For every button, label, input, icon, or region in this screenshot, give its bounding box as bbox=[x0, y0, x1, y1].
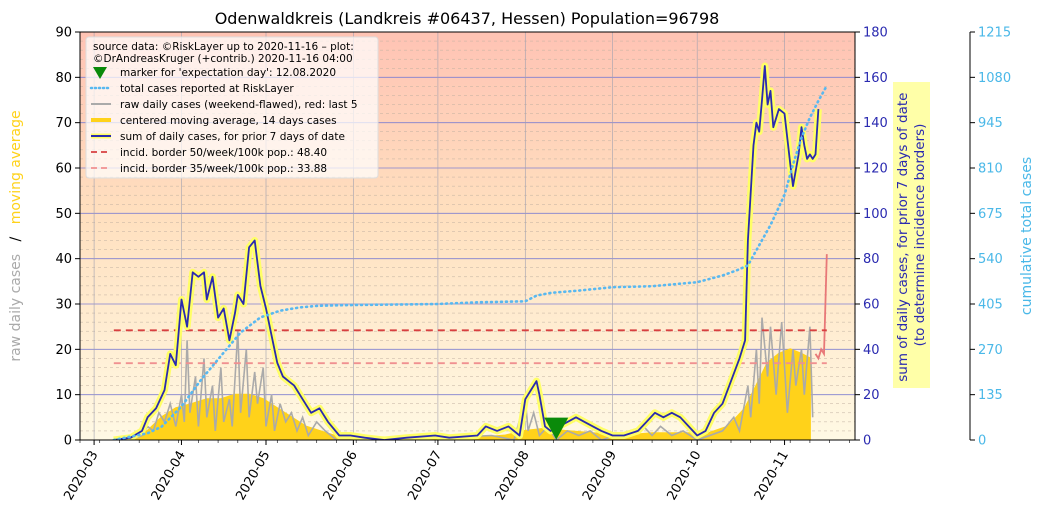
legend-source-line1: source data: ©RiskLayer up to 2020-11-16… bbox=[93, 41, 354, 53]
y-left-tick-label: 30 bbox=[55, 298, 72, 313]
y-right2-tick-label: 0 bbox=[978, 434, 986, 449]
legend-source-line2: ©DrAndreasKruger (+contrib.) 2020-11-16 … bbox=[93, 53, 353, 65]
y-left-tick-label: 20 bbox=[55, 343, 72, 358]
plot-frame bbox=[79, 31, 856, 441]
y-right1-axis: 0 20 40 60 80 100 120 140 160 180 bbox=[855, 26, 888, 449]
x-tick-label: 2020-06 bbox=[321, 449, 361, 504]
y-left-tick-label: 0 bbox=[64, 434, 72, 449]
y-right1-label: sum of daily cases, for prior 7 days of … bbox=[895, 88, 928, 382]
x-tick-label: 2020-03 bbox=[61, 449, 101, 504]
legend-entry-inc35: incid. border 35/week/100k pop.: 33.88 bbox=[120, 163, 327, 175]
series-layer bbox=[112, 62, 829, 440]
x-tick-label: 2020-11 bbox=[752, 449, 792, 504]
expectation-day-marker bbox=[544, 417, 569, 440]
y-left-tick-label: 60 bbox=[55, 162, 72, 177]
legend-box bbox=[85, 36, 379, 179]
legend-entry-raw: raw daily cases (weekend-flawed), red: l… bbox=[120, 99, 358, 111]
y-right1-label-box bbox=[893, 82, 930, 388]
y-right1-label-line2: (to determine incidence borders) bbox=[912, 124, 928, 347]
y-left-label-raw: raw daily cases bbox=[8, 254, 24, 362]
y-right2-tick-label: 1215 bbox=[978, 26, 1011, 41]
x-axis: 2020-03 2020-04 2020-05 2020-06 2020-07 2020-… bbox=[61, 440, 850, 504]
series-raw-daily-line bbox=[113, 317, 814, 440]
y-right2-axis: 0 135 270 405 540 675 810 945 1080 1215 bbox=[969, 26, 1011, 449]
x-tick-label: 2020-08 bbox=[493, 449, 533, 504]
legend-entry-inc50: incid. border 50/week/100k pop.: 48.40 bbox=[120, 147, 327, 159]
y-left-label: raw daily cases / moving average bbox=[8, 110, 24, 361]
y-right1-tick-label: 0 bbox=[863, 434, 871, 449]
legend-entry-total: total cases reported at RiskLayer bbox=[120, 83, 294, 95]
legend-entry-ma: centered moving average, 14 days cases bbox=[120, 115, 337, 127]
y-left-tick-label: 10 bbox=[55, 388, 72, 403]
y-right1-tick-label: 60 bbox=[863, 298, 880, 313]
y-right2-tick-label: 810 bbox=[978, 162, 1003, 177]
x-tick-label: 2020-10 bbox=[664, 449, 704, 504]
legend-entry-marker: marker for 'expectation day': 12.08.2020 bbox=[120, 67, 336, 79]
y-left-axis: 0 10 20 30 40 50 60 70 80 90 bbox=[55, 26, 80, 449]
y-left-tick-label: 50 bbox=[55, 207, 72, 222]
y-right2-tick-label: 135 bbox=[978, 388, 1003, 403]
y-left-label-sep: / bbox=[8, 236, 24, 241]
y-right2-label: cumulative total cases bbox=[1019, 157, 1035, 315]
y-right1-tick-label: 100 bbox=[863, 207, 888, 222]
chart-title: Odenwaldkreis (Landkreis #06437, Hessen)… bbox=[215, 9, 720, 28]
y-right2-tick-label: 945 bbox=[978, 116, 1003, 131]
x-tick-label: 2020-05 bbox=[233, 449, 273, 504]
y-right2-tick-label: 270 bbox=[978, 343, 1003, 358]
y-left-label-ma: moving average bbox=[8, 110, 24, 224]
series-raw-last5-line bbox=[814, 254, 828, 361]
y-right2-tick-label: 1080 bbox=[978, 71, 1011, 86]
y-right1-tick-label: 40 bbox=[863, 343, 880, 358]
y-right2-tick-label: 540 bbox=[978, 252, 1003, 267]
x-tick-label: 2020-07 bbox=[405, 449, 445, 504]
series-sum7-line bbox=[113, 65, 820, 440]
y-right1-label-line1: sum of daily cases, for prior 7 days of … bbox=[895, 93, 911, 382]
y-left-tick-label: 70 bbox=[55, 116, 72, 131]
legend: source data: ©RiskLayer up to 2020-11-16… bbox=[85, 36, 379, 179]
series-total-cases-line bbox=[112, 84, 829, 440]
x-tick-label: 2020-09 bbox=[580, 449, 620, 504]
y-right2-tick-label: 405 bbox=[978, 298, 1003, 313]
y-right1-tick-label: 160 bbox=[863, 71, 888, 86]
y-right1-tick-label: 80 bbox=[863, 252, 880, 267]
y-right1-tick-label: 120 bbox=[863, 162, 888, 177]
legend-marker-swatch bbox=[93, 67, 107, 79]
y-left-tick-label: 90 bbox=[55, 26, 72, 41]
legend-entry-sum7: sum of daily cases, for prior 7 days of … bbox=[120, 131, 345, 143]
y-left-tick-label: 40 bbox=[55, 252, 72, 267]
y-right1-tick-label: 180 bbox=[863, 26, 888, 41]
x-tick-label: 2020-04 bbox=[149, 449, 189, 504]
y-right2-tick-label: 675 bbox=[978, 207, 1003, 222]
y-right1-tick-label: 20 bbox=[863, 388, 880, 403]
y-left-tick-label: 80 bbox=[55, 71, 72, 86]
y-right1-tick-label: 140 bbox=[863, 116, 888, 131]
